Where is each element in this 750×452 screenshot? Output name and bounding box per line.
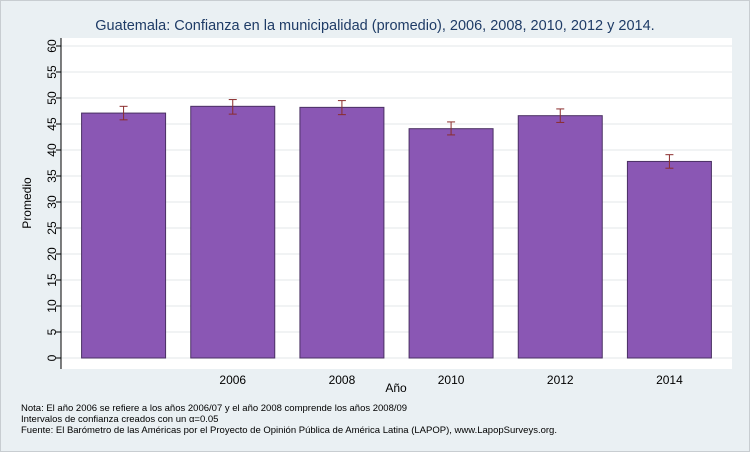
y-tick-label: 55 [45,65,59,79]
y-tick-label: 15 [45,273,59,287]
bar [81,112,167,359]
x-axis-title: Año [385,381,407,395]
y-tick-label: 35 [45,169,59,183]
bar [190,105,276,359]
x-tick-label: 2008 [329,373,356,387]
y-tick-label: 50 [45,91,59,105]
y-tick-label: 60 [45,39,59,53]
y-axis-title: Promedio [20,177,34,229]
y-tick-label: 0 [45,354,59,361]
bar [299,106,385,359]
y-tick-label: 25 [45,221,59,235]
note-line-2: Intervalos de confianza creados con un α… [21,414,218,425]
y-tick-label: 20 [45,247,59,261]
y-tick-label: 45 [45,117,59,131]
plot-area [61,38,732,369]
chart-title: Guatemala: Confianza en la municipalidad… [95,18,654,34]
x-tick-label: 2006 [219,373,246,387]
y-ticks: 0 5 10 15 20 25 30 35 40 45 50 55 60 [45,39,61,361]
y-tick-label: 10 [45,299,59,313]
error-bars [119,99,674,169]
note-line-1: Nota: El año 2006 se refiere a los años … [21,403,407,414]
grid [61,45,732,359]
x-tick-label: 2014 [656,373,683,387]
x-ticks: 2006 2008 2010 2012 2014 [219,373,683,387]
x-tick-label: 2012 [547,373,574,387]
bar [517,115,603,359]
bar [626,160,712,359]
bar [408,128,494,359]
note-line-3: Fuente: El Barómetro de las Américas por… [21,425,557,436]
x-tick-label: 2010 [438,373,465,387]
bars [81,105,712,359]
y-tick-label: 40 [45,143,59,157]
y-tick-label: 30 [45,195,59,209]
y-tick-label: 5 [45,328,59,335]
